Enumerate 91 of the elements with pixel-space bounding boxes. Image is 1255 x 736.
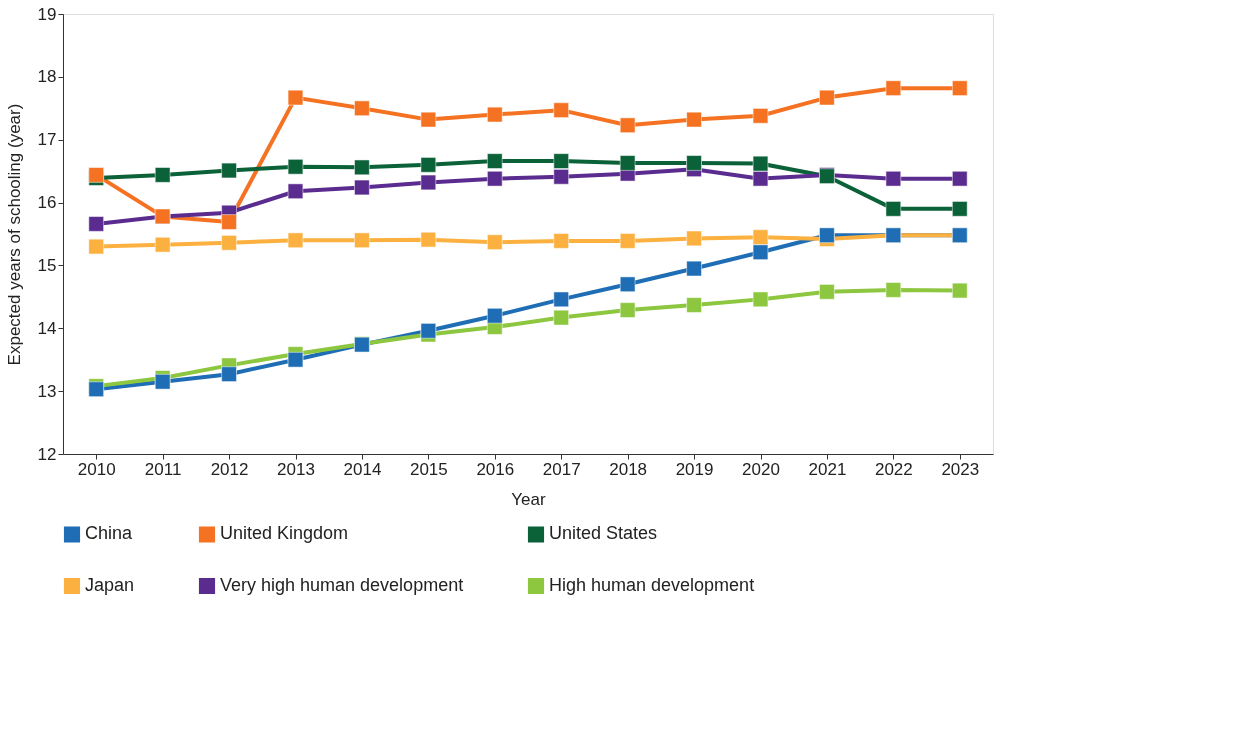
point xyxy=(952,201,968,217)
point xyxy=(420,157,437,173)
point xyxy=(287,183,304,199)
x-tick-label: 2019 xyxy=(675,459,714,479)
y-tick-label: 16 xyxy=(37,193,57,213)
point xyxy=(487,234,503,250)
point xyxy=(287,159,304,175)
point xyxy=(354,100,370,116)
x-tick-label: 2014 xyxy=(343,459,382,479)
point xyxy=(752,108,769,124)
point xyxy=(287,89,304,106)
point xyxy=(154,374,171,390)
point xyxy=(221,235,237,251)
point xyxy=(553,153,569,169)
y-tick-label: 18 xyxy=(37,67,57,87)
point xyxy=(553,309,569,326)
x-tick-label: 2016 xyxy=(476,459,515,479)
legend-label: China xyxy=(85,523,134,544)
point xyxy=(619,117,636,133)
point xyxy=(752,171,769,187)
point xyxy=(885,171,902,187)
x-tick-label: 2021 xyxy=(808,459,847,479)
point xyxy=(287,232,304,248)
point xyxy=(487,308,503,324)
point xyxy=(221,162,237,179)
point xyxy=(819,89,835,106)
x-tick-label: 2012 xyxy=(210,459,249,479)
y-tick-label: 13 xyxy=(37,381,57,401)
x-axis-title: Year xyxy=(511,489,547,509)
y-tick-label: 14 xyxy=(37,318,57,338)
x-tick-label: 2015 xyxy=(409,459,448,479)
point xyxy=(221,214,237,230)
point xyxy=(354,232,370,248)
point xyxy=(420,323,437,339)
point xyxy=(686,297,702,313)
y-tick-label: 19 xyxy=(37,4,57,24)
legend-label: Very high human development xyxy=(220,575,464,595)
legend-label: United States xyxy=(549,523,658,544)
point xyxy=(88,238,104,255)
point xyxy=(952,171,968,187)
y-tick-label: 15 xyxy=(37,255,57,275)
point xyxy=(420,231,437,248)
point xyxy=(819,227,835,243)
point xyxy=(154,167,171,183)
point xyxy=(885,201,902,217)
x-tick-label: 2020 xyxy=(742,459,780,479)
y-tick-label: 17 xyxy=(37,130,57,150)
point xyxy=(752,244,769,260)
point xyxy=(952,282,968,299)
point xyxy=(287,352,304,368)
point xyxy=(686,155,702,171)
x-tick-label: 2017 xyxy=(542,459,581,479)
point xyxy=(354,159,370,176)
point xyxy=(487,106,503,123)
point xyxy=(619,302,636,318)
point xyxy=(619,155,636,171)
x-tick-label: 2018 xyxy=(609,459,648,479)
point xyxy=(885,282,902,298)
x-tick-label: 2023 xyxy=(941,459,980,479)
legend-label: United Kingdom xyxy=(220,523,349,544)
point xyxy=(221,366,237,382)
point xyxy=(952,80,968,96)
point xyxy=(686,111,702,128)
y-tick-label: 12 xyxy=(37,444,57,464)
point xyxy=(154,237,171,253)
point xyxy=(420,111,437,128)
point xyxy=(619,233,636,249)
point xyxy=(553,102,569,118)
x-tick-label: 2013 xyxy=(277,459,315,479)
point xyxy=(752,291,769,308)
legend-label: High human development xyxy=(549,575,755,595)
point xyxy=(885,80,902,96)
point xyxy=(752,155,769,172)
x-tick-label: 2022 xyxy=(874,459,913,479)
point xyxy=(686,260,702,277)
point xyxy=(619,276,636,292)
point xyxy=(553,291,569,308)
x-tick-label: 2011 xyxy=(144,459,182,479)
point xyxy=(553,233,569,249)
point xyxy=(487,153,503,169)
point xyxy=(88,216,104,232)
y-axis-title: Expected years of schooling (year) xyxy=(4,103,24,366)
point xyxy=(354,179,370,196)
point xyxy=(752,229,769,245)
point xyxy=(553,169,569,185)
x-tick-label: 2010 xyxy=(77,459,116,479)
point xyxy=(487,171,503,187)
legend-label: Japan xyxy=(85,575,135,595)
point xyxy=(420,174,437,191)
point xyxy=(819,284,835,300)
point xyxy=(686,230,702,247)
